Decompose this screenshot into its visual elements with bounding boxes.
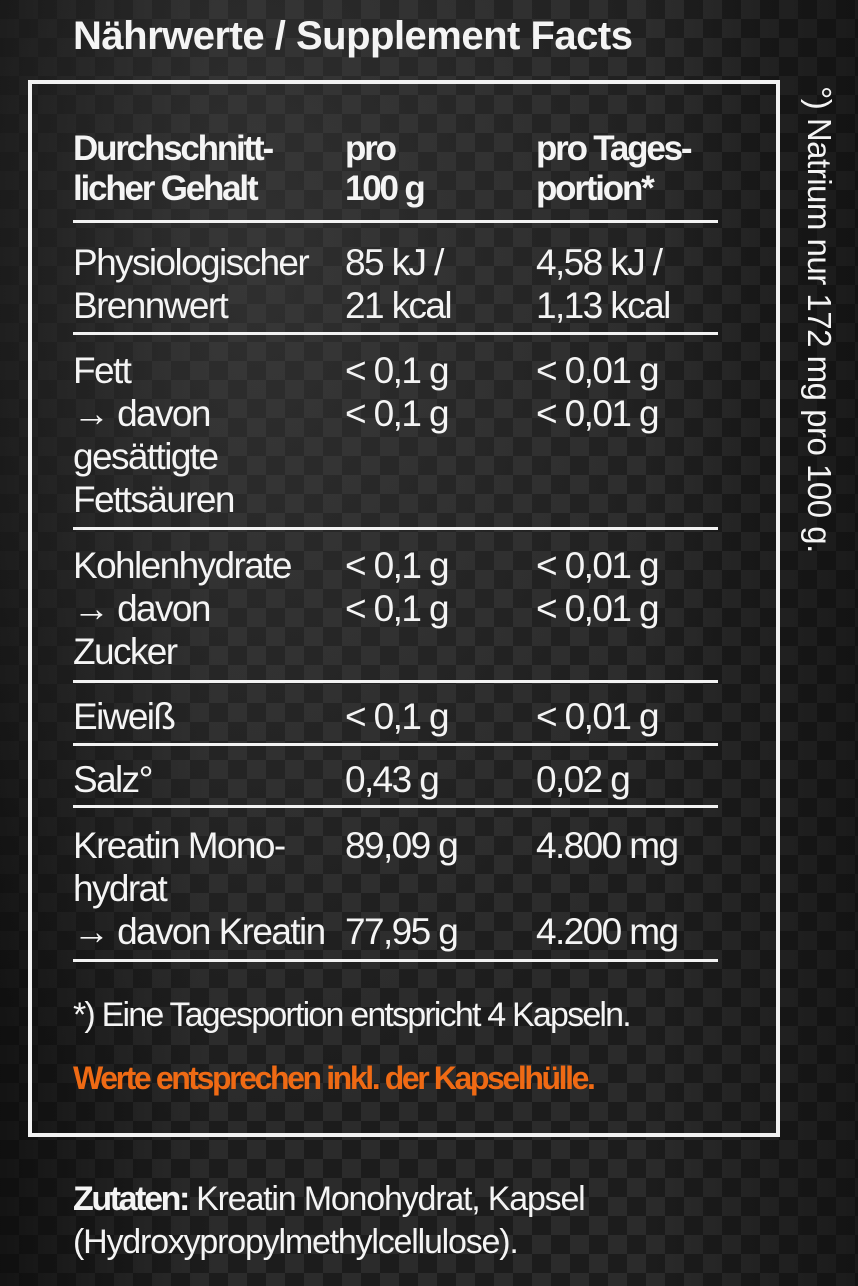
divider bbox=[73, 332, 718, 335]
row-per100: < 0,1 g bbox=[345, 696, 450, 737]
row-perday: < 0,01 g < 0,01 g bbox=[536, 350, 660, 434]
page-title: Nährwerte / Supplement Facts bbox=[73, 14, 633, 58]
header-col-content: Durchschnitt-licher Gehalt bbox=[73, 129, 274, 208]
header-col-perday: pro Tages-portion* bbox=[536, 129, 693, 208]
row-label: Salz° bbox=[73, 759, 153, 800]
row-label: Kreatin Mono-hydrat → davon Kreatin bbox=[73, 825, 326, 952]
row-per100: 85 kJ /21 kcal bbox=[345, 242, 453, 326]
divider bbox=[73, 805, 718, 808]
row-per100: 89,09 g 77,95 g bbox=[345, 825, 459, 952]
divider bbox=[73, 680, 718, 683]
capsule-warning: Werte entsprechen inkl. der Kapselhülle. bbox=[73, 1060, 596, 1096]
row-label: Kohlenhydrate → davon Zucker bbox=[73, 545, 292, 672]
row-per100: < 0,1 g < 0,1 g bbox=[345, 545, 450, 629]
row-per100: 0,43 g bbox=[345, 759, 440, 800]
ingredients: Zutaten: Kreatin Monohydrat, Kapsel (Hyd… bbox=[73, 1178, 586, 1264]
divider bbox=[73, 220, 718, 223]
row-label: Fett → davon gesättigte Fettsäuren bbox=[73, 350, 235, 520]
divider bbox=[73, 959, 718, 962]
header-col-per100: pro 100 g bbox=[345, 129, 426, 208]
row-perday: < 0,01 g bbox=[536, 696, 660, 737]
divider bbox=[73, 743, 718, 746]
ingredients-text: Kreatin Monohydrat, Kapsel bbox=[187, 1180, 586, 1218]
nutrition-table-frame bbox=[28, 80, 780, 1137]
row-perday: < 0,01 g < 0,01 g bbox=[536, 545, 660, 629]
divider bbox=[73, 527, 718, 530]
ingredients-label: Zutaten: bbox=[73, 1180, 190, 1218]
row-perday: 0,02 g bbox=[536, 759, 631, 800]
row-label: Physiologischer Brennwert bbox=[73, 242, 310, 326]
row-per100: < 0,1 g < 0,1 g bbox=[345, 350, 450, 434]
row-perday: 4,58 kJ /1,13 kcal bbox=[536, 242, 671, 326]
sodium-note: °) Natrium nur 172 mg pro 100 g. bbox=[801, 86, 838, 553]
row-label: Eiweiß bbox=[73, 696, 176, 737]
footnote: *) Eine Tagesportion entspricht 4 Kapsel… bbox=[73, 996, 632, 1034]
row-perday: 4.800 mg 4.200 mg bbox=[536, 825, 679, 952]
ingredients-text-2: (Hydroxypropylmethylcellulose). bbox=[73, 1223, 519, 1261]
